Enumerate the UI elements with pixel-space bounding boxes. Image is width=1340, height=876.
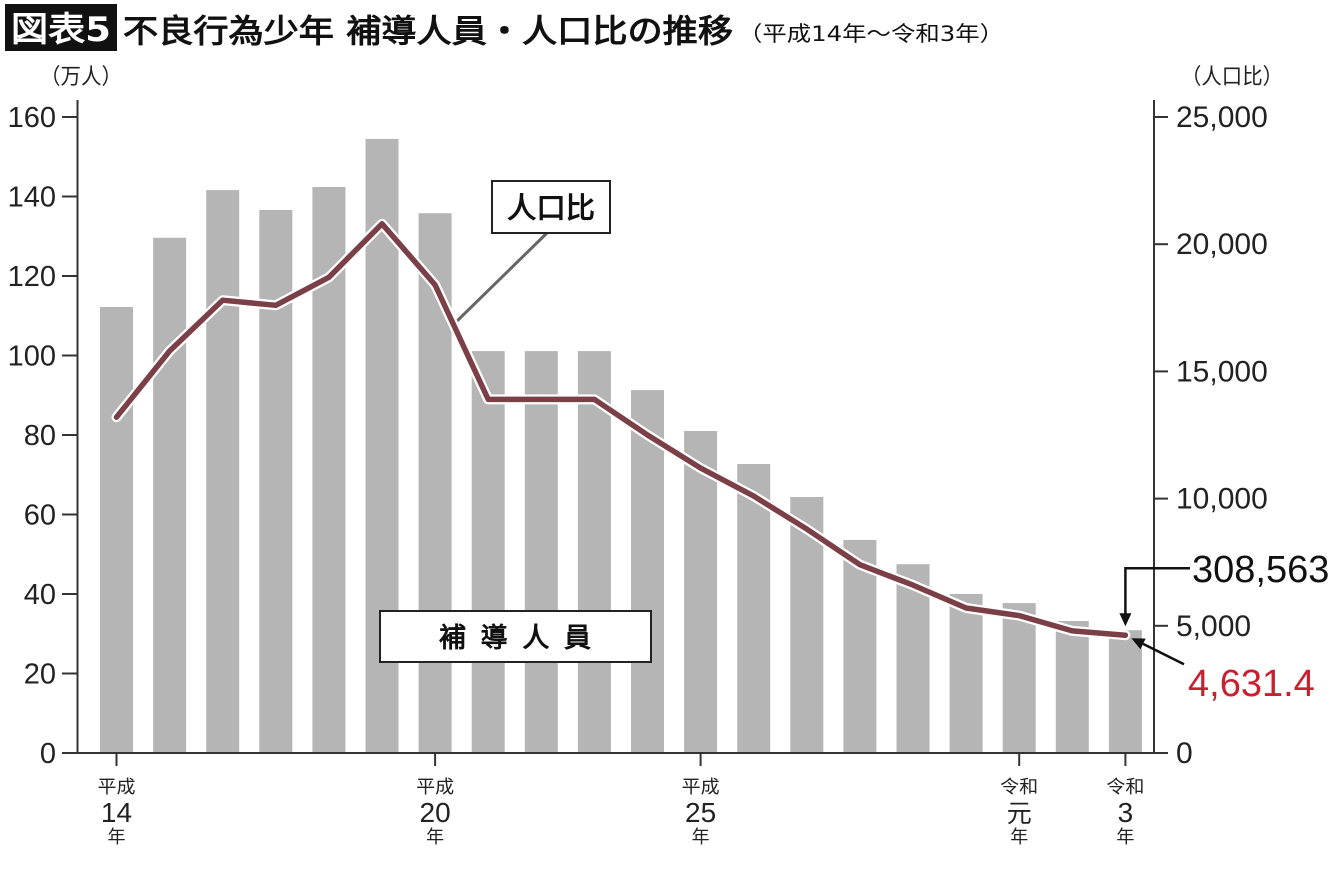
ratio-point-16	[910, 582, 916, 588]
bar-19	[1055, 621, 1089, 753]
bar-16	[896, 564, 930, 753]
bar-series-count	[100, 138, 1142, 754]
annotation-leader-2	[1142, 642, 1185, 666]
bar-4	[259, 210, 293, 753]
right-tick-label-5: 25,000	[1176, 101, 1268, 134]
ratio-point-1	[114, 414, 119, 420]
right-axis-ticks: 0 5,000 10,000 15,000 20,000 25,000	[1154, 101, 1268, 770]
x-tick-era-1: 平成	[416, 777, 454, 798]
ratio-point-20	[1122, 632, 1128, 638]
annotation-arrowhead-1	[1119, 613, 1132, 627]
annotation-leader-1	[1124, 566, 1190, 617]
bar-18	[1002, 603, 1036, 753]
x-tick-era-3: 令和	[1000, 777, 1038, 798]
right-tick-label-1: 5,000	[1176, 610, 1251, 643]
annotations: 308,563 4,631.4	[1119, 549, 1329, 705]
left-tick-label-8: 160	[8, 102, 56, 134]
ratio-point-10	[591, 396, 597, 402]
bar-20	[1108, 630, 1142, 753]
left-tick-label-4: 80	[24, 420, 56, 452]
x-tick-unit-1: 年	[426, 827, 444, 848]
ratio-point-19	[1069, 628, 1075, 634]
x-tick-year-0: 14	[101, 797, 132, 828]
ratio-point-18	[1016, 613, 1022, 619]
left-tick-label-5: 100	[8, 341, 56, 373]
left-tick-label-3: 60	[24, 500, 56, 532]
annotation-label-1: 308,563	[1192, 549, 1329, 591]
left-tick-label-6: 120	[8, 261, 56, 293]
bar-2	[153, 237, 187, 754]
left-tick-label-2: 40	[24, 579, 56, 611]
series-label-ratio-box	[491, 180, 611, 234]
left-tick-label-1: 20	[24, 659, 56, 691]
ratio-point-11	[645, 432, 650, 438]
chart-subtitle: （平成14年～令和3年）	[738, 22, 1004, 46]
annotation-arrowhead-2	[1131, 638, 1146, 650]
figure-label: 図表5	[11, 10, 111, 50]
chart-title: 不良行為少年 補導人員・人口比の推移	[123, 12, 733, 50]
ratio-point-14	[804, 526, 810, 532]
ratio-point-7	[432, 282, 438, 288]
ratio-point-6	[379, 221, 385, 227]
right-tick-label-3: 15,000	[1176, 355, 1268, 388]
ratio-point-5	[326, 274, 332, 280]
x-tick-unit-2: 年	[692, 827, 710, 848]
bar-11	[631, 390, 664, 753]
series-label-count-box	[379, 610, 652, 663]
left-tick-label-7: 140	[8, 182, 56, 214]
x-tick-year-1: 20	[420, 797, 451, 828]
ratio-point-8	[485, 396, 491, 402]
bar-9	[524, 351, 558, 753]
line-series-ratio	[111, 218, 1131, 641]
ratio-point-2	[167, 348, 173, 354]
bar-12	[684, 431, 718, 753]
x-tick-year-3: 元	[1007, 799, 1032, 828]
figure-label-box	[5, 4, 117, 51]
ratio-point-13	[751, 493, 757, 499]
x-tick-unit-3: 年	[1010, 827, 1028, 848]
x-tick-era-4: 令和	[1106, 777, 1144, 798]
ratio-point-4	[273, 302, 279, 308]
x-tick-year-2: 25	[685, 797, 716, 828]
bar-13	[737, 464, 771, 753]
ratio-point-9	[538, 396, 544, 402]
right-axis-unit-label: （人口比）	[1181, 65, 1283, 90]
left-axis-unit-label: （万人）	[40, 65, 122, 90]
right-tick-label-4: 20,000	[1176, 228, 1268, 261]
ratio-point-3	[220, 297, 226, 303]
ratio-point-15	[857, 562, 863, 568]
series-label-count: 補導人員	[379, 610, 652, 663]
series-label-ratio: 人口比	[491, 180, 611, 234]
bar-10	[577, 351, 611, 753]
annotation-label-2: 4,631.4	[1188, 663, 1315, 705]
bar-17	[949, 594, 983, 753]
bar-15	[843, 539, 877, 753]
x-tick-unit-0: 年	[108, 827, 126, 848]
bar-8	[471, 351, 505, 753]
ratio-line	[113, 221, 1129, 638]
x-tick-year-4: 3	[1118, 797, 1134, 828]
right-tick-label-2: 10,000	[1176, 483, 1268, 516]
figure-header: 図表5 不良行為少年 補導人員・人口比の推移 （平成14年～令和3年）	[5, 4, 1004, 51]
x-tick-unit-4: 年	[1116, 827, 1134, 848]
ratio-point-12	[698, 465, 704, 471]
axes	[62, 100, 1168, 754]
ratio-point-17	[963, 605, 969, 611]
x-tick-era-2: 平成	[682, 777, 720, 798]
bar-1	[100, 307, 133, 753]
x-tick-era-0: 平成	[98, 777, 136, 798]
bar-3	[206, 190, 240, 754]
series-label-ratio-text: 人口比	[507, 191, 595, 225]
ratio-label-leader	[454, 231, 549, 324]
left-axis-ticks: 0 20 40 60 80 100 120 140 160	[8, 102, 78, 770]
left-tick-label-0: 0	[40, 738, 56, 770]
right-tick-label-0: 0	[1176, 737, 1193, 770]
